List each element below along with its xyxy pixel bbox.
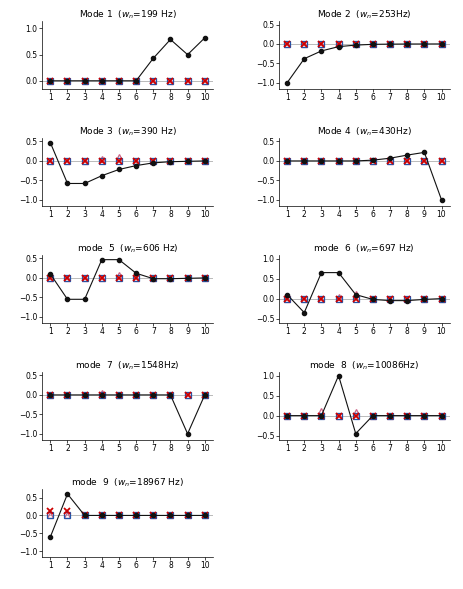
- Title: mode  6  ($w_n$=697 Hz): mode 6 ($w_n$=697 Hz): [313, 242, 414, 254]
- Title: mode  5  ($w_n$=606 Hz): mode 5 ($w_n$=606 Hz): [76, 242, 178, 254]
- Title: Mode 1  ($w_n$=199 Hz): Mode 1 ($w_n$=199 Hz): [79, 8, 176, 21]
- Title: Mode 4  ($w_n$=430Hz): Mode 4 ($w_n$=430Hz): [316, 125, 411, 138]
- Title: mode  8  ($w_n$=10086Hz): mode 8 ($w_n$=10086Hz): [308, 359, 419, 372]
- Title: mode  9  ($w_n$=18967 Hz): mode 9 ($w_n$=18967 Hz): [71, 476, 184, 489]
- Title: Mode 2  ($w_n$=253Hz): Mode 2 ($w_n$=253Hz): [316, 8, 411, 21]
- Title: mode  7  ($w_n$=1548Hz): mode 7 ($w_n$=1548Hz): [75, 359, 179, 372]
- Title: Mode 3  ($w_n$=390 Hz): Mode 3 ($w_n$=390 Hz): [79, 125, 176, 138]
